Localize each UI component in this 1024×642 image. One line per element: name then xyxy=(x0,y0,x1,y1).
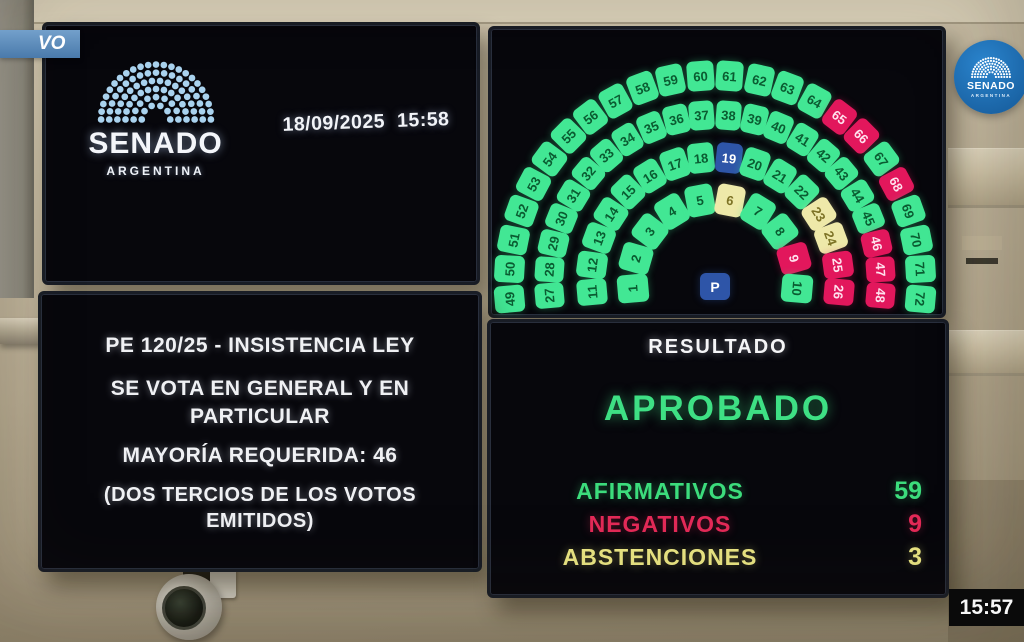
wall-top-band xyxy=(0,0,1024,24)
result-row-label: ABSTENCIONES xyxy=(562,544,758,570)
result-row-value: 59 xyxy=(894,477,922,505)
seat-71: 71 xyxy=(904,254,937,284)
screen-seat-map: 1 2 3 4 5 6 7 8 9 10 11 12 13 14 15 16 17 18 19 20 21 22 23 24 2… xyxy=(488,26,946,318)
result-row-afirmativos: AFIRMATIVOS 59 xyxy=(490,475,946,508)
session-date: 18/09/2025 xyxy=(282,110,386,136)
senado-hemicycle-logo-icon xyxy=(97,61,214,123)
seat-10: 10 xyxy=(780,272,814,304)
seat-18: 18 xyxy=(686,141,716,175)
seat-1: 1 xyxy=(616,272,650,304)
senado-logo-subtitle: ARGENTINA xyxy=(106,164,205,178)
live-badge-label: VO xyxy=(38,33,66,54)
result-header: RESULTADO xyxy=(648,336,788,358)
screen-motion-info: PE 120/25 - INSISTENCIA LEY SE VOTA EN G… xyxy=(38,291,482,572)
seat-27: 27 xyxy=(534,281,566,310)
seat-48: 48 xyxy=(864,281,896,310)
seat-5: 5 xyxy=(683,182,717,219)
wall-bracket xyxy=(962,236,1002,250)
watermark-title: SENADO xyxy=(967,80,1015,92)
seat-28: 28 xyxy=(534,255,565,283)
seat-38: 38 xyxy=(714,100,742,131)
seat-president: P xyxy=(700,273,730,300)
seat-26: 26 xyxy=(822,277,855,307)
result-row-label: AFIRMATIVOS xyxy=(576,478,744,504)
seat-12: 12 xyxy=(575,249,609,280)
seat-49: 49 xyxy=(493,284,526,314)
seat-61: 61 xyxy=(715,59,745,92)
result-row-negativos: NEGATIVOS 9 xyxy=(490,508,946,541)
broadcast-clock: 15:57 xyxy=(949,589,1024,626)
camera-lens xyxy=(162,586,206,630)
result-row-value: 3 xyxy=(908,543,922,571)
session-datetime: 18/09/2025 15:58 xyxy=(260,107,473,137)
seat-70: 70 xyxy=(899,223,935,257)
wall-molding-lower xyxy=(948,330,1024,376)
session-time: 15:58 xyxy=(396,108,450,132)
result-row-label: NEGATIVOS xyxy=(588,511,732,537)
senado-logo-title: SENADO xyxy=(88,127,223,160)
watermark-subtitle: ARGENTINA xyxy=(970,93,1012,98)
screen-info-panel: SENADO ARGENTINA 18/09/2025 15:58 xyxy=(42,22,480,285)
seat-25: 25 xyxy=(821,249,855,280)
result-row-value: 9 xyxy=(908,510,922,538)
seat-11: 11 xyxy=(575,277,608,307)
seat-46: 46 xyxy=(859,227,894,259)
motion-required-majority: MAYORÍA REQUERIDA: 46 xyxy=(122,443,398,467)
screen-result: RESULTADO APROBADO AFIRMATIVOS 59 NEGATIVO… xyxy=(487,319,949,598)
senado-watermark-badge: SENADO ARGENTINA xyxy=(954,40,1024,114)
senado-logo-block: SENADO ARGENTINA xyxy=(63,59,248,178)
seat-37: 37 xyxy=(688,100,716,131)
wall-molding-upper xyxy=(948,148,1024,208)
motion-title: PE 120/25 - INSISTENCIA LEY xyxy=(105,334,415,357)
seat-47: 47 xyxy=(865,255,896,283)
seat-72: 72 xyxy=(904,284,937,314)
hemicycle-seat-map: 1 2 3 4 5 6 7 8 9 10 11 12 13 14 15 16 17 18 19 20 21 22 23 24 2… xyxy=(491,29,943,315)
seat-59: 59 xyxy=(654,62,688,98)
result-tally-rows: AFIRMATIVOS 59 NEGATIVOS 9 ABSTENCIONES 3 xyxy=(490,475,946,574)
seat-50: 50 xyxy=(493,254,526,284)
live-badge: VO xyxy=(0,30,80,58)
motion-majority-note: (DOS TERCIOS DE LOS VOTOS EMITIDOS) xyxy=(103,484,417,533)
seat-60: 60 xyxy=(685,59,715,92)
motion-vote-mode: SE VOTA EN GENERAL Y EN PARTICULAR xyxy=(110,377,410,428)
result-verdict: APROBADO xyxy=(603,389,833,428)
senado-watermark-logo-icon xyxy=(971,56,1011,79)
result-row-abstenciones: ABSTENCIONES 3 xyxy=(490,541,946,574)
seat-51: 51 xyxy=(495,223,531,257)
